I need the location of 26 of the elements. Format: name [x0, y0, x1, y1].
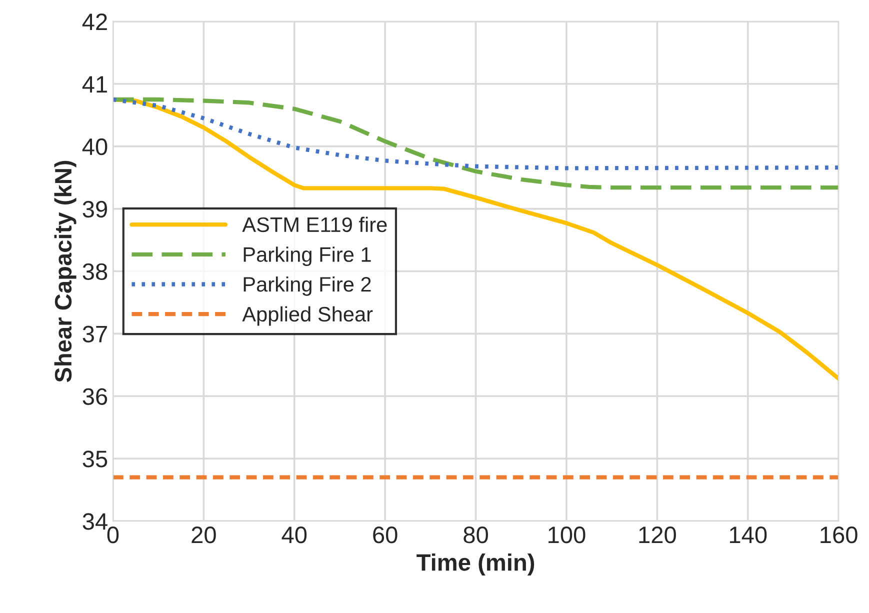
x-tick-label: 120	[639, 526, 676, 544]
y-tick-label: 34	[82, 513, 108, 530]
x-tick-label: 140	[730, 526, 767, 544]
line-series	[112, 97, 839, 190]
y-tick-label: 38	[82, 263, 108, 280]
legend-label: Parking Fire 1	[244, 246, 371, 266]
line-series	[112, 97, 839, 170]
x-tick-label: 80	[464, 526, 488, 544]
y-tick-label: 40	[82, 138, 108, 156]
y-tick-label: 37	[82, 326, 107, 342]
legend-label: Parking Fire 2	[244, 276, 371, 296]
legend-label: Applied Shear	[242, 306, 373, 326]
y-tick-label: 42	[82, 14, 107, 30]
x-tick-label: 60	[373, 526, 398, 544]
y-tick-label: 36	[82, 388, 108, 405]
x-axis-title: Time (min)	[416, 553, 534, 576]
legend-label: ASTM E119 fire	[242, 216, 387, 232]
x-tick-label: 40	[282, 526, 307, 544]
x-tick-label: 20	[192, 526, 216, 544]
x-tick-label: 0	[107, 526, 119, 544]
x-tick-label: 100	[548, 526, 586, 544]
y-axis-title: Shear Capacity (kN)	[54, 160, 76, 382]
y-tick-label: 35	[82, 450, 108, 468]
y-tick-label: 41	[82, 76, 107, 92]
x-tick-label: 160	[820, 526, 858, 544]
y-tick-label: 39	[82, 200, 107, 218]
